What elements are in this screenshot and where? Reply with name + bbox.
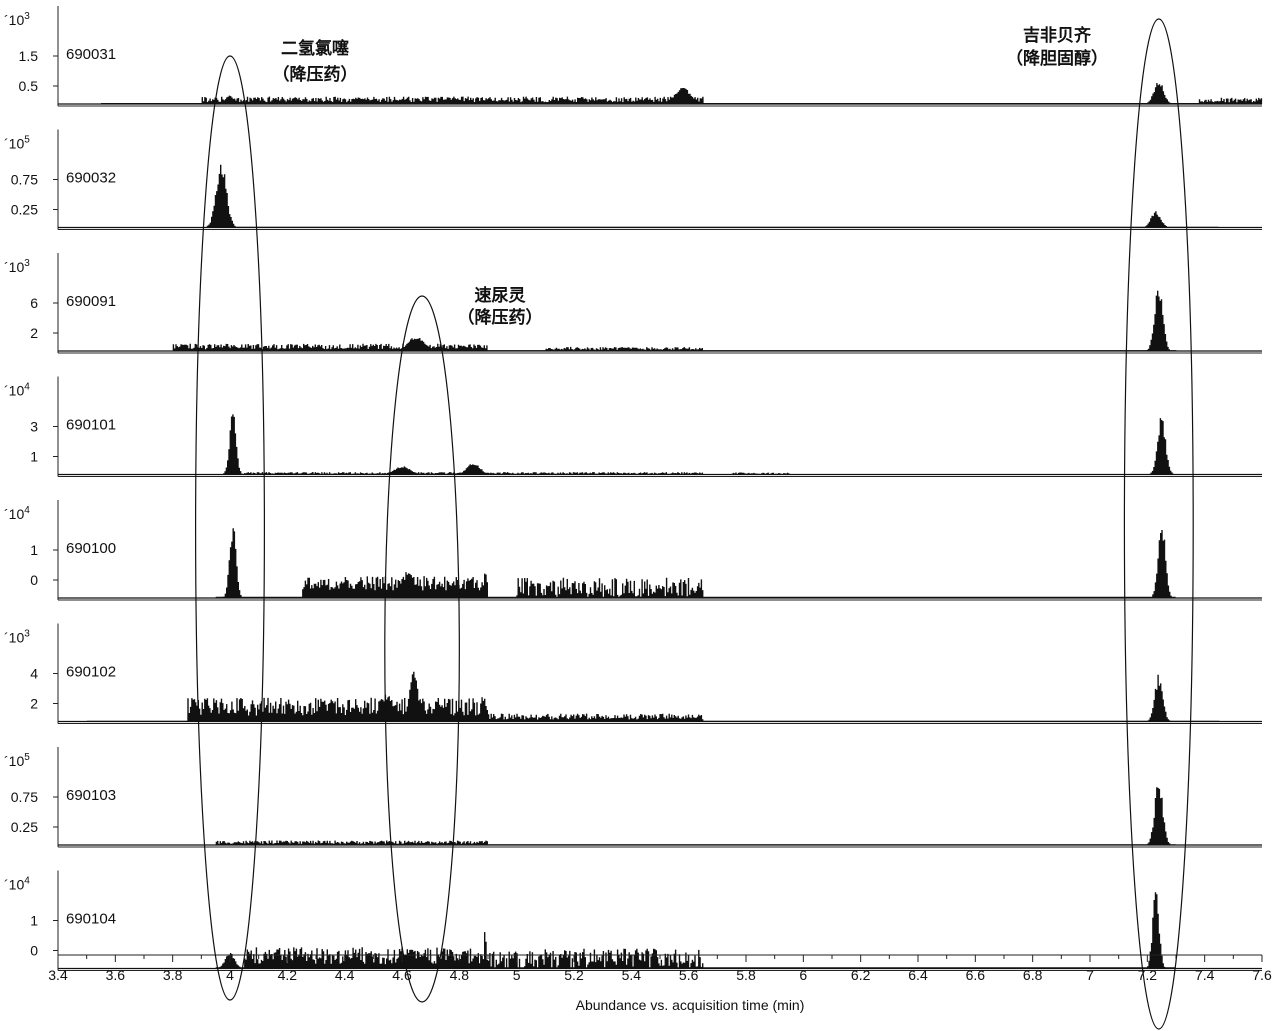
panel-690032: ´105 0.75 0.25 690032 bbox=[4, 129, 1262, 230]
panel-scale-label: ´105 bbox=[4, 752, 30, 769]
x-tick-label: 6 bbox=[799, 967, 807, 983]
x-tick-label: 5.6 bbox=[679, 967, 699, 983]
x-tick-label: 3.4 bbox=[48, 967, 68, 983]
x-tick-label: 4 bbox=[226, 967, 234, 983]
x-tick-label: 5 bbox=[513, 967, 521, 983]
chromatogram-trace bbox=[204, 164, 1219, 228]
x-tick-label: 5.8 bbox=[736, 967, 756, 983]
y-tick-label: 0.5 bbox=[19, 78, 39, 94]
chromatogram-trace bbox=[221, 414, 1174, 475]
panel-scale-label: ´104 bbox=[4, 876, 30, 893]
x-tick-label: 7 bbox=[1086, 967, 1094, 983]
chromatogram-trace bbox=[101, 83, 1263, 104]
panel-690102: ´103 4 2 690102 bbox=[4, 623, 1262, 724]
compound-highlight-ellipse bbox=[384, 295, 460, 1003]
x-tick-label: 6.2 bbox=[851, 967, 871, 983]
panel-690031: ´103 1.5 0.5 690031 bbox=[4, 6, 1263, 107]
y-tick-label: 3 bbox=[30, 419, 38, 435]
sample-id-label: 690102 bbox=[66, 664, 116, 681]
y-tick-label: 1.5 bbox=[19, 48, 39, 64]
compound-name-label: 二氢氯噻 bbox=[281, 38, 350, 58]
panel-690091: ´103 6 2 690091 bbox=[4, 253, 1262, 354]
panel-scale-label: ´103 bbox=[4, 629, 30, 646]
compound-class-label: （降胆固醇） bbox=[1006, 48, 1108, 68]
y-tick-label: 0 bbox=[30, 943, 38, 959]
y-tick-label: 0.25 bbox=[11, 819, 38, 835]
sample-id-label: 690101 bbox=[66, 417, 116, 434]
compound-class-label: （降压药） bbox=[273, 64, 358, 84]
x-tick-label: 5.2 bbox=[564, 967, 584, 983]
y-tick-label: 0.75 bbox=[11, 789, 38, 805]
x-tick-label: 4.4 bbox=[335, 967, 355, 983]
x-tick-label: 6.6 bbox=[966, 967, 986, 983]
sample-id-label: 690032 bbox=[66, 170, 116, 187]
panel-690101: ´104 3 1 690101 bbox=[4, 376, 1262, 477]
sample-id-label: 690100 bbox=[66, 540, 116, 557]
compound-highlight-ellipse bbox=[195, 55, 266, 1001]
x-tick-label: 7.6 bbox=[1252, 967, 1272, 983]
sample-id-label: 690104 bbox=[66, 911, 116, 928]
y-tick-label: 0 bbox=[30, 572, 38, 588]
y-tick-label: 0.75 bbox=[11, 172, 38, 188]
panel-690100: ´104 1 0 690100 bbox=[4, 500, 1262, 601]
compound-name-label: 吉非贝齐 bbox=[1023, 25, 1092, 45]
chromatogram-trace bbox=[172, 290, 1177, 351]
sample-id-label: 690091 bbox=[66, 293, 116, 310]
sample-id-label: 690031 bbox=[66, 46, 116, 63]
y-tick-label: 4 bbox=[30, 666, 38, 682]
chromatogram-trace bbox=[215, 528, 1176, 598]
y-tick-label: 1 bbox=[30, 913, 38, 929]
y-tick-label: 0.25 bbox=[11, 202, 38, 218]
x-tick-label: 6.8 bbox=[1023, 967, 1043, 983]
chromatogram-trace bbox=[215, 787, 1176, 845]
panel-scale-label: ´103 bbox=[4, 11, 30, 28]
x-tick-label: 6.4 bbox=[908, 967, 928, 983]
x-tick-label: 4.8 bbox=[450, 967, 470, 983]
panel-690104: ´104 1 0 690104 bbox=[4, 870, 1262, 971]
chromatogram-trace bbox=[86, 671, 1220, 722]
x-tick-label: 7.2 bbox=[1138, 967, 1158, 983]
chromatogram-trace bbox=[215, 892, 1176, 969]
sample-id-label: 690103 bbox=[66, 787, 116, 804]
x-tick-label: 3.8 bbox=[163, 967, 183, 983]
compound-highlight-ellipse bbox=[1123, 18, 1194, 1030]
x-tick-label: 4.2 bbox=[278, 967, 298, 983]
x-axis-label: Abundance vs. acquisition time (min) bbox=[576, 997, 805, 1013]
panel-scale-label: ´104 bbox=[4, 505, 30, 522]
compound-class-label: （降压药） bbox=[458, 307, 543, 327]
y-tick-label: 2 bbox=[30, 696, 38, 712]
y-tick-label: 1 bbox=[30, 542, 38, 558]
panel-scale-label: ´105 bbox=[4, 135, 30, 152]
x-tick-label: 7.4 bbox=[1195, 967, 1215, 983]
panel-scale-label: ´104 bbox=[4, 382, 30, 399]
compound-name-label: 速尿灵 bbox=[475, 285, 527, 305]
y-tick-label: 1 bbox=[30, 449, 38, 465]
x-tick-label: 5.4 bbox=[622, 967, 642, 983]
panel-690103: ´105 0.75 0.25 690103 bbox=[4, 747, 1262, 848]
y-tick-label: 2 bbox=[30, 325, 38, 341]
y-tick-label: 6 bbox=[30, 295, 38, 311]
x-tick-label: 3.6 bbox=[106, 967, 126, 983]
panel-scale-label: ´103 bbox=[4, 258, 30, 275]
